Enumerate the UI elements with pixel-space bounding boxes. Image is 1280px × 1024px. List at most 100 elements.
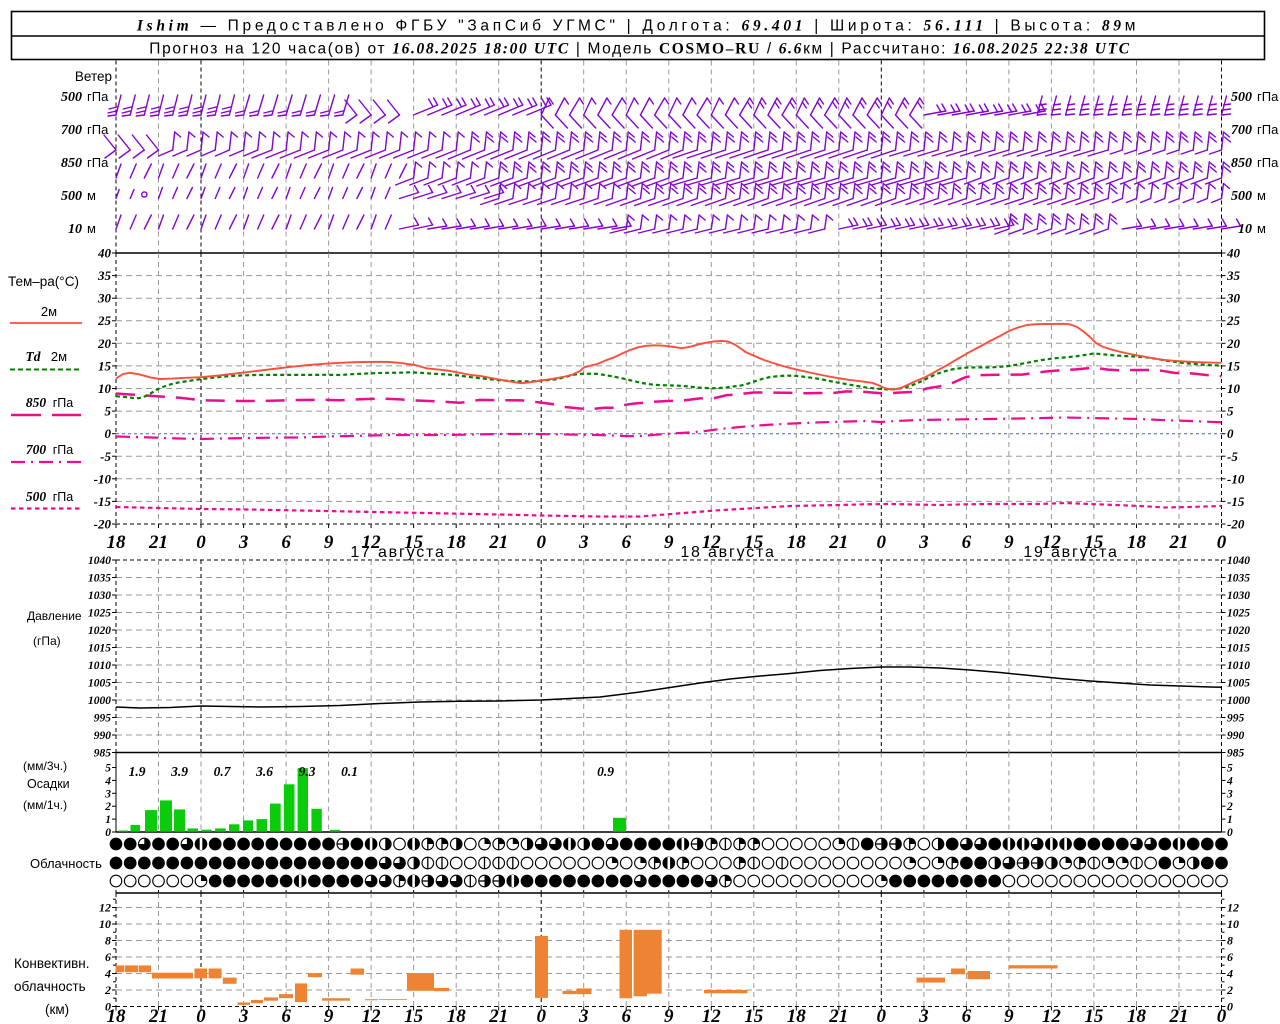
svg-text:-20: -20 bbox=[1227, 517, 1245, 532]
svg-text:-10: -10 bbox=[1227, 471, 1245, 486]
svg-text:3: 3 bbox=[578, 1006, 589, 1024]
svg-text:6: 6 bbox=[1227, 950, 1233, 964]
svg-text:0: 0 bbox=[536, 532, 546, 553]
svg-text:985: 985 bbox=[1227, 748, 1245, 760]
svg-text:12: 12 bbox=[1042, 532, 1062, 553]
svg-text:25: 25 bbox=[97, 313, 112, 328]
svg-text:0: 0 bbox=[877, 1006, 887, 1024]
svg-text:12: 12 bbox=[1227, 901, 1239, 915]
svg-text:15: 15 bbox=[98, 358, 112, 373]
svg-text:500: 500 bbox=[1231, 189, 1252, 204]
svg-text:-5: -5 bbox=[1227, 449, 1238, 464]
svg-text:12: 12 bbox=[99, 901, 111, 915]
svg-text:8: 8 bbox=[1227, 934, 1233, 948]
svg-text:0: 0 bbox=[536, 1006, 546, 1024]
svg-text:(гПа): (гПа) bbox=[33, 634, 61, 648]
svg-text:1020: 1020 bbox=[88, 625, 111, 637]
svg-text:Ishim — Предоставлено ФГБУ "За: Ishim — Предоставлено ФГБУ "ЗапСиб УГМС"… bbox=[136, 18, 1139, 35]
svg-text:17 августа: 17 августа bbox=[350, 544, 445, 561]
svg-text:0: 0 bbox=[105, 426, 112, 441]
svg-text:18: 18 bbox=[107, 532, 127, 553]
svg-text:12: 12 bbox=[702, 532, 722, 553]
svg-text:500: 500 bbox=[61, 90, 82, 105]
svg-text:Тем–ра(°С): Тем–ра(°С) bbox=[8, 274, 79, 289]
svg-text:гПа: гПа bbox=[53, 396, 74, 410]
svg-text:10: 10 bbox=[1238, 222, 1252, 237]
svg-text:10: 10 bbox=[1227, 917, 1239, 931]
svg-text:гПа: гПа bbox=[1257, 89, 1279, 104]
svg-text:9: 9 bbox=[664, 532, 674, 553]
svg-text:1010: 1010 bbox=[1227, 660, 1250, 672]
svg-text:-20: -20 bbox=[94, 517, 112, 532]
svg-text:15: 15 bbox=[404, 1006, 424, 1024]
svg-text:4: 4 bbox=[104, 967, 111, 981]
svg-text:Облачность: Облачность bbox=[30, 856, 102, 871]
svg-text:3.9: 3.9 bbox=[170, 764, 188, 779]
svg-text:9.3: 9.3 bbox=[299, 764, 316, 779]
svg-text:15: 15 bbox=[744, 1006, 764, 1024]
svg-text:15: 15 bbox=[1227, 358, 1241, 373]
svg-text:15: 15 bbox=[1084, 532, 1104, 553]
svg-text:21: 21 bbox=[1169, 1006, 1189, 1024]
svg-text:гПа: гПа bbox=[87, 122, 109, 137]
svg-text:9: 9 bbox=[324, 1006, 334, 1024]
svg-text:12: 12 bbox=[1042, 1006, 1062, 1024]
svg-text:3: 3 bbox=[578, 532, 589, 553]
svg-text:1030: 1030 bbox=[88, 590, 111, 602]
svg-text:3: 3 bbox=[1226, 788, 1233, 800]
svg-text:18 августа: 18 августа bbox=[680, 544, 775, 561]
svg-text:21: 21 bbox=[148, 532, 168, 553]
svg-text:21: 21 bbox=[488, 1006, 508, 1024]
svg-text:1025: 1025 bbox=[88, 608, 111, 620]
svg-text:6: 6 bbox=[281, 532, 291, 553]
svg-text:2м: 2м bbox=[41, 304, 57, 319]
svg-text:18: 18 bbox=[447, 532, 467, 553]
svg-text:гПа: гПа bbox=[87, 89, 109, 104]
svg-text:21: 21 bbox=[828, 1006, 848, 1024]
svg-text:0: 0 bbox=[1227, 827, 1233, 839]
svg-text:гПа: гПа bbox=[53, 443, 74, 457]
svg-text:6: 6 bbox=[621, 532, 631, 553]
svg-text:9: 9 bbox=[324, 532, 334, 553]
svg-text:10: 10 bbox=[98, 381, 112, 396]
svg-text:1000: 1000 bbox=[1227, 695, 1250, 707]
svg-text:1: 1 bbox=[105, 814, 111, 826]
svg-text:500: 500 bbox=[26, 489, 47, 504]
svg-text:700: 700 bbox=[26, 442, 47, 457]
svg-text:3: 3 bbox=[918, 532, 929, 553]
svg-text:5: 5 bbox=[1227, 763, 1233, 775]
svg-text:30: 30 bbox=[97, 291, 112, 306]
svg-text:Прогноз на 120 часа(ов) от 16.: Прогноз на 120 часа(ов) от 16.08.2025 18… bbox=[149, 41, 1130, 58]
svg-text:(мм/1ч.): (мм/1ч.) bbox=[23, 798, 67, 812]
svg-text:18: 18 bbox=[107, 1006, 127, 1024]
svg-text:8: 8 bbox=[105, 934, 111, 948]
svg-text:5: 5 bbox=[1227, 404, 1234, 419]
svg-text:10: 10 bbox=[99, 917, 111, 931]
svg-text:Конвективн.: Конвективн. bbox=[14, 956, 90, 971]
svg-text:9: 9 bbox=[664, 1006, 674, 1024]
svg-text:0: 0 bbox=[1227, 426, 1234, 441]
svg-text:1: 1 bbox=[1227, 814, 1233, 826]
svg-text:0.1: 0.1 bbox=[341, 764, 358, 779]
svg-text:850: 850 bbox=[61, 156, 82, 171]
svg-text:5: 5 bbox=[105, 763, 111, 775]
svg-text:0: 0 bbox=[1217, 532, 1227, 553]
svg-text:0.7: 0.7 bbox=[214, 764, 232, 779]
svg-text:700: 700 bbox=[1231, 123, 1252, 138]
svg-text:1015: 1015 bbox=[88, 643, 111, 655]
svg-text:2м: 2м bbox=[51, 349, 67, 364]
svg-text:1000: 1000 bbox=[88, 695, 111, 707]
svg-text:20: 20 bbox=[97, 336, 112, 351]
svg-text:1040: 1040 bbox=[88, 555, 111, 567]
svg-text:995: 995 bbox=[94, 713, 112, 725]
svg-text:10: 10 bbox=[68, 222, 82, 237]
svg-text:1040: 1040 bbox=[1227, 555, 1250, 567]
svg-text:35: 35 bbox=[97, 268, 112, 283]
svg-text:гПа: гПа bbox=[1257, 155, 1279, 170]
svg-text:15: 15 bbox=[744, 532, 764, 553]
svg-text:2: 2 bbox=[104, 983, 111, 997]
svg-text:2: 2 bbox=[104, 801, 111, 813]
svg-text:500: 500 bbox=[1231, 90, 1252, 105]
svg-text:12: 12 bbox=[702, 1006, 722, 1024]
svg-text:0.9: 0.9 bbox=[597, 764, 614, 779]
